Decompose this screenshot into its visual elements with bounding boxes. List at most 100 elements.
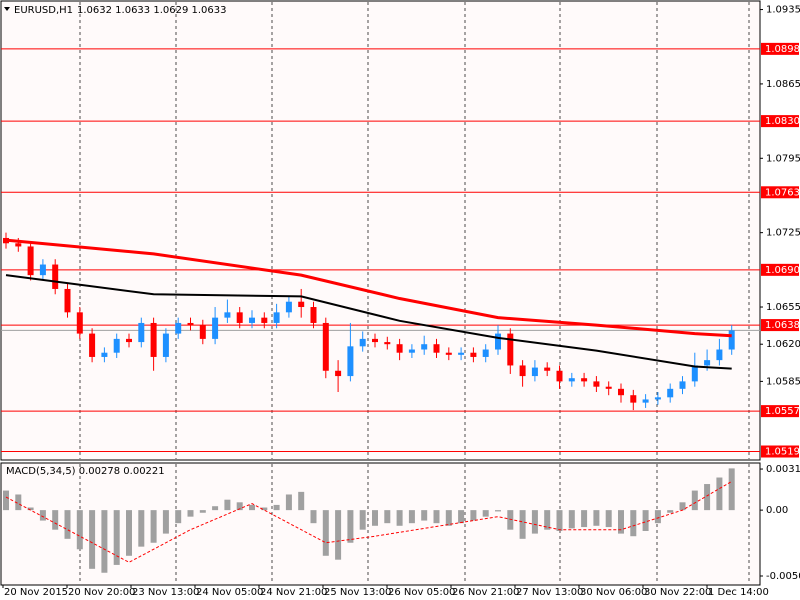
macd-bar [396,510,403,526]
candle-body [728,330,735,350]
level-label: 1.0557 [765,406,800,417]
candle-body [310,307,317,323]
macd-bar [704,484,711,511]
x-tick-label: 25 Nov 13:00 [324,587,391,598]
candle-body [691,365,698,382]
candle-body [433,344,440,353]
macd-bar [347,510,354,543]
candle-body [39,264,46,276]
candle-body [261,317,268,323]
macd-bar [249,504,255,511]
quote: 1.0632 1.0633 1.0629 1.0633 [77,5,227,16]
x-tick-label: 30 Nov 06:00 [580,587,647,598]
candle-body [224,312,231,318]
candle-body [408,349,415,353]
x-tick-label: 26 Nov 05:00 [388,587,455,598]
macd-bar [642,510,649,531]
macd-bar [285,494,292,511]
macd-bar [581,510,588,528]
candle-body [76,312,83,334]
candle-body [335,370,342,377]
macd-bar [482,510,489,517]
macd-bar [458,510,465,524]
candle-body [605,386,612,389]
macd-bar [433,510,440,524]
x-tick-label: 1 Dec 14:00 [708,587,769,598]
candle-body [285,301,292,313]
price-panel [0,0,761,461]
macd-bar [384,510,391,524]
y-tick-label: 1.0935 [766,5,800,16]
x-tick-label: 26 Nov 21:00 [452,587,519,598]
level-label: 1.0898 [765,44,800,55]
level-label: 1.0638 [765,320,800,331]
candle-body [618,388,624,396]
chart-title: EURUSD,H1 [14,5,73,16]
macd-bar [113,510,120,565]
candle-body [322,322,329,371]
candle-body [359,338,366,347]
macd-bar [76,510,83,550]
y-tick-label: 1.0620 [766,339,800,350]
macd-bar [568,510,575,529]
candle-body [384,342,391,345]
x-tick-label: 20 Nov 20:00 [68,587,135,598]
candle-body [482,349,489,357]
macd-bar [224,499,231,511]
candle-body [15,243,22,247]
candle-body [421,344,428,350]
macd-bar [445,510,452,526]
macd-bar [630,510,637,537]
macd-bar [531,510,538,534]
macd-bar [150,510,157,543]
macd-bar [372,510,378,526]
candle-body [113,338,120,353]
macd-bar [716,477,723,511]
macd-title: MACD(5,34,5) 0.00278 0.00221 [6,466,165,477]
macd-bar [421,510,428,521]
macd-bar [3,490,9,511]
candle-body [544,367,551,371]
candle-body [593,381,600,387]
x-tick-label: 23 Nov 13:00 [132,587,199,598]
macd-bar [593,510,600,526]
level-label-box [761,405,799,418]
macd-y-tick-label: -0.00505 [766,571,800,582]
macd-bar [310,510,317,524]
y-tick-label: 1.0865 [766,79,800,90]
candle-body [654,397,661,400]
level-label: 1.0519 [765,447,800,458]
candle-body [52,264,59,289]
level-label: 1.0763 [765,187,800,198]
level-label-box [761,263,799,276]
candle-body [679,381,686,389]
macd-y-tick-label: 0.00 [766,505,788,516]
candle-body [458,352,465,355]
candle-body [187,322,194,326]
x-tick-label: 30 Nov 22:00 [644,587,711,598]
y-tick-label: 1.0585 [766,376,800,387]
candle-body [162,333,169,357]
x-tick-label: 27 Nov 13:00 [516,587,583,598]
macd-bar [273,504,280,511]
macd-bar [187,510,194,517]
level-label-box [761,42,799,55]
candle-body [642,399,649,403]
macd-bar [544,510,551,530]
candle-body [519,365,526,377]
macd-bar [212,506,219,511]
macd-bar [507,510,514,530]
candle-body [126,338,132,343]
candle-body [470,352,477,357]
candle-body [630,395,637,403]
candle-body [27,246,34,276]
level-label-box [761,445,799,458]
candle-body [556,370,563,382]
candle-body [298,301,305,308]
candle-body [568,378,575,382]
moving-average [5,238,732,338]
level-label-box [761,115,799,128]
macd-bar [261,507,268,511]
y-tick-label: 1.0725 [766,228,800,239]
